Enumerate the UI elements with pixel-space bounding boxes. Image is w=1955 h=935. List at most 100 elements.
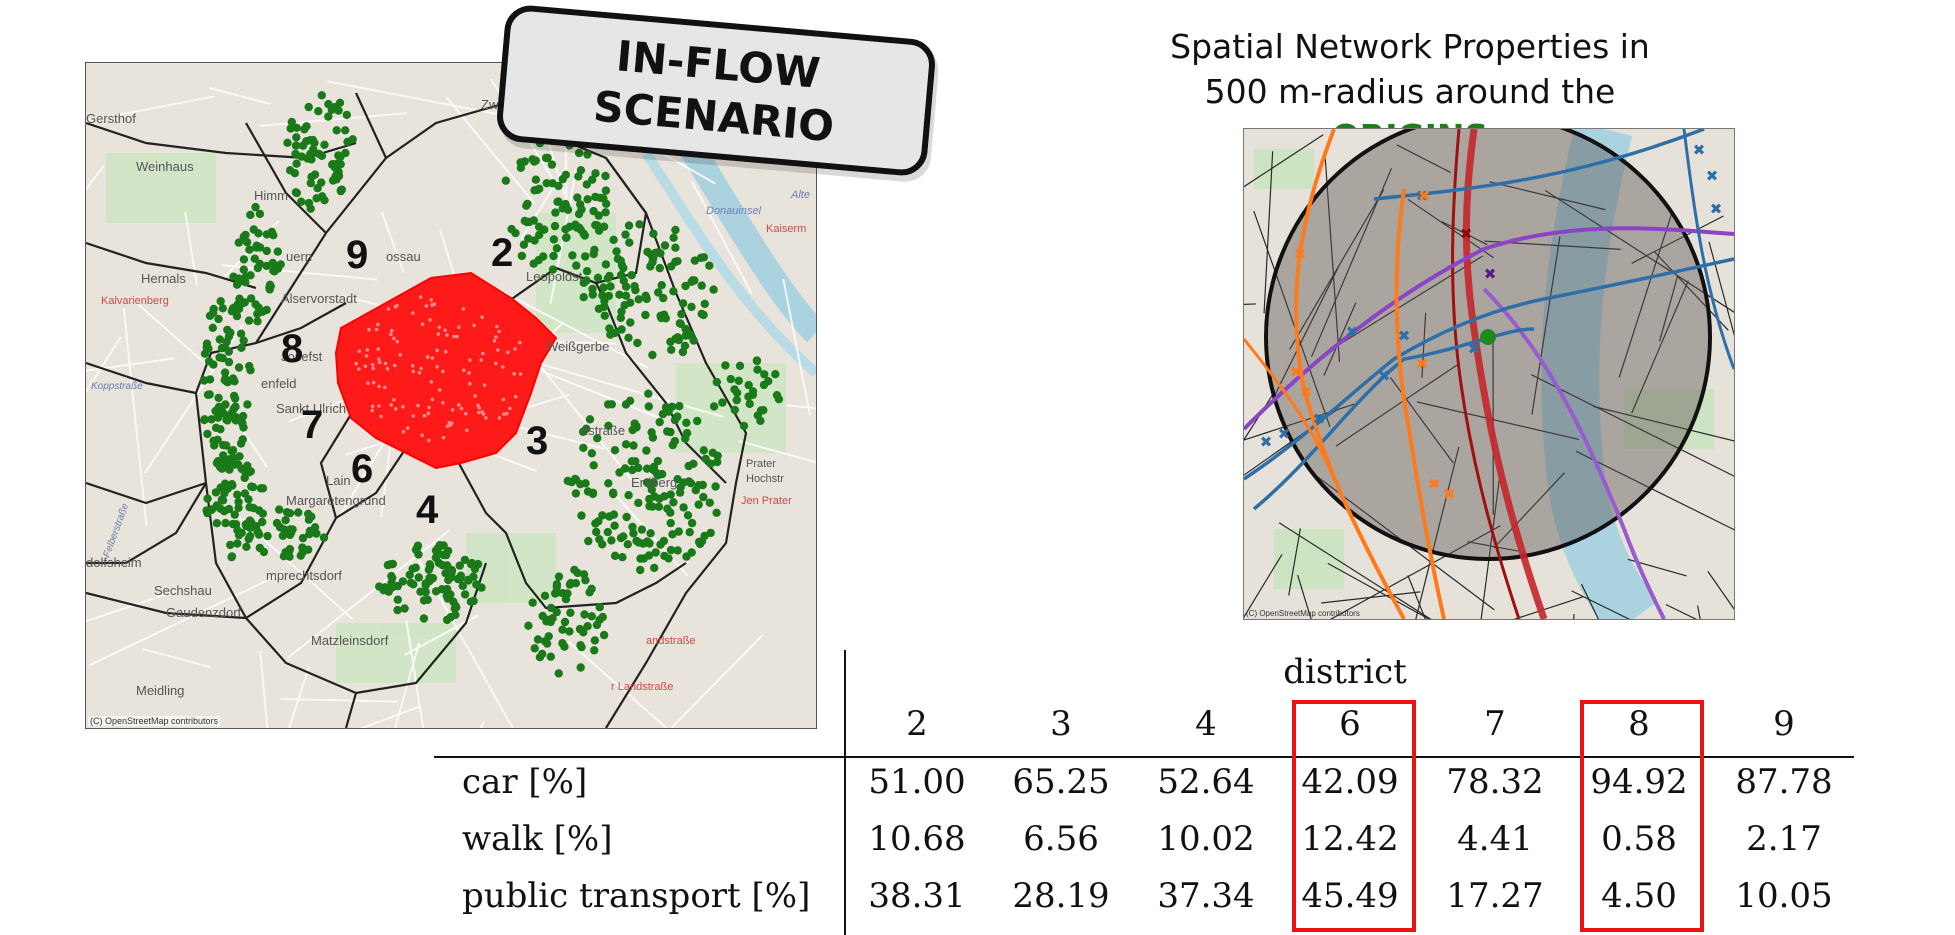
origin-dot [228,446,238,455]
column-header-district-8: 8 [1628,704,1650,744]
origin-dot [630,282,639,291]
map-attribution: (C) OpenStreetMap contributors [88,716,221,726]
district-label-4: 4 [416,488,439,532]
destination-texture-dot [392,398,396,402]
origin-dot [626,318,635,327]
origin-dot [240,473,249,483]
street [259,650,269,728]
origin-dot [214,314,223,324]
origin-dot [306,149,315,159]
origin-dot [621,230,630,239]
origin-dot [200,415,209,425]
origin-dot [413,541,423,550]
origin-dot [327,105,336,114]
street [1268,267,1339,407]
origin-dot [685,528,694,537]
origin-dot [204,344,213,353]
tram-line-1 [1293,129,1406,619]
origin-dot [215,335,224,344]
origin-dot [624,221,634,230]
origin-dot [687,518,697,528]
destination-texture-dot [418,295,423,299]
origin-dot [565,627,574,636]
street [1389,377,1454,464]
origin-dot [548,265,558,274]
origin-dot [421,587,430,597]
origin-dot [739,421,749,431]
origin-dot [579,293,588,302]
origin-dot [632,423,641,432]
origin-dot [636,565,645,575]
street [184,211,198,286]
destination-texture-dot [441,401,445,405]
origin-dot [616,313,625,323]
origin-dot [756,416,765,425]
column-header-district-6: 6 [1339,704,1361,744]
origin-dot [439,550,448,560]
origin-dot [610,446,620,455]
origin-dot [551,208,560,217]
place-name-gaudenzdorf: Gaudenzdorf [166,605,242,620]
origin-dot [209,436,218,445]
destination-texture-dot [432,302,437,307]
destination-texture-dot [426,411,431,416]
destination-texture-dot [441,369,445,374]
origin-dot [203,390,213,399]
destination-texture-dot [436,332,441,336]
origin-dot [593,434,602,443]
place-name-rudolfsheim: dolfsheim [86,555,142,570]
place-name-kaisermuehlen: Kaiserm [766,223,807,235]
place-name-prater: Prater [746,458,776,470]
origin-dot [554,181,563,191]
origin-dot [629,529,638,538]
right-map-attribution: (C) OpenStreetMap contributors [1246,609,1360,618]
street [327,80,503,117]
destination-texture-dot [501,365,505,369]
destination-texture-dot [476,410,481,415]
origin-dot [262,246,271,256]
origin-dot [431,587,441,596]
origin-dot [677,309,686,319]
destination-texture-dot [467,371,471,375]
origin-dot [419,614,429,623]
place-name-hernals: Hernals [141,271,186,286]
cell-car-6: 42.09 [1301,762,1399,802]
destination-texture-dot [370,362,375,367]
origin-dot [529,216,538,225]
origin-dot [239,423,248,432]
origin-dot [573,193,582,202]
origin-dot [266,282,275,291]
origin-dot [669,498,678,507]
origin-dot [298,533,308,543]
destination-texture-dot [422,413,427,418]
subway-line-2 [1482,287,1666,619]
destination-texture-dot [441,435,446,440]
origin-dot [603,400,613,409]
origin-dot [319,533,329,542]
origin-dot [669,287,678,296]
street [142,647,212,669]
origin-dot [628,522,637,532]
origin-dot [635,220,644,229]
origin-dot [533,635,543,644]
origin-dot [469,572,478,581]
origin-dot [561,595,571,604]
origin-dot [240,298,249,307]
origin-dot [600,311,609,320]
origin-dot [542,179,551,188]
origin-dot [601,171,610,181]
destination-texture-dot [411,369,416,374]
origin-dot [314,107,323,116]
origin-dot [218,304,227,313]
origin-dot [393,581,402,591]
origin-dot [726,374,735,384]
transit-stop-marker: ✖ [1416,355,1429,373]
origin-dot [599,630,609,640]
origin-dot [701,454,710,464]
origin-dot [542,617,551,626]
origin-dot [745,399,754,409]
origin-dot [386,560,395,569]
origin-dot [263,531,272,541]
street [414,553,514,728]
origin-dot [543,153,552,163]
